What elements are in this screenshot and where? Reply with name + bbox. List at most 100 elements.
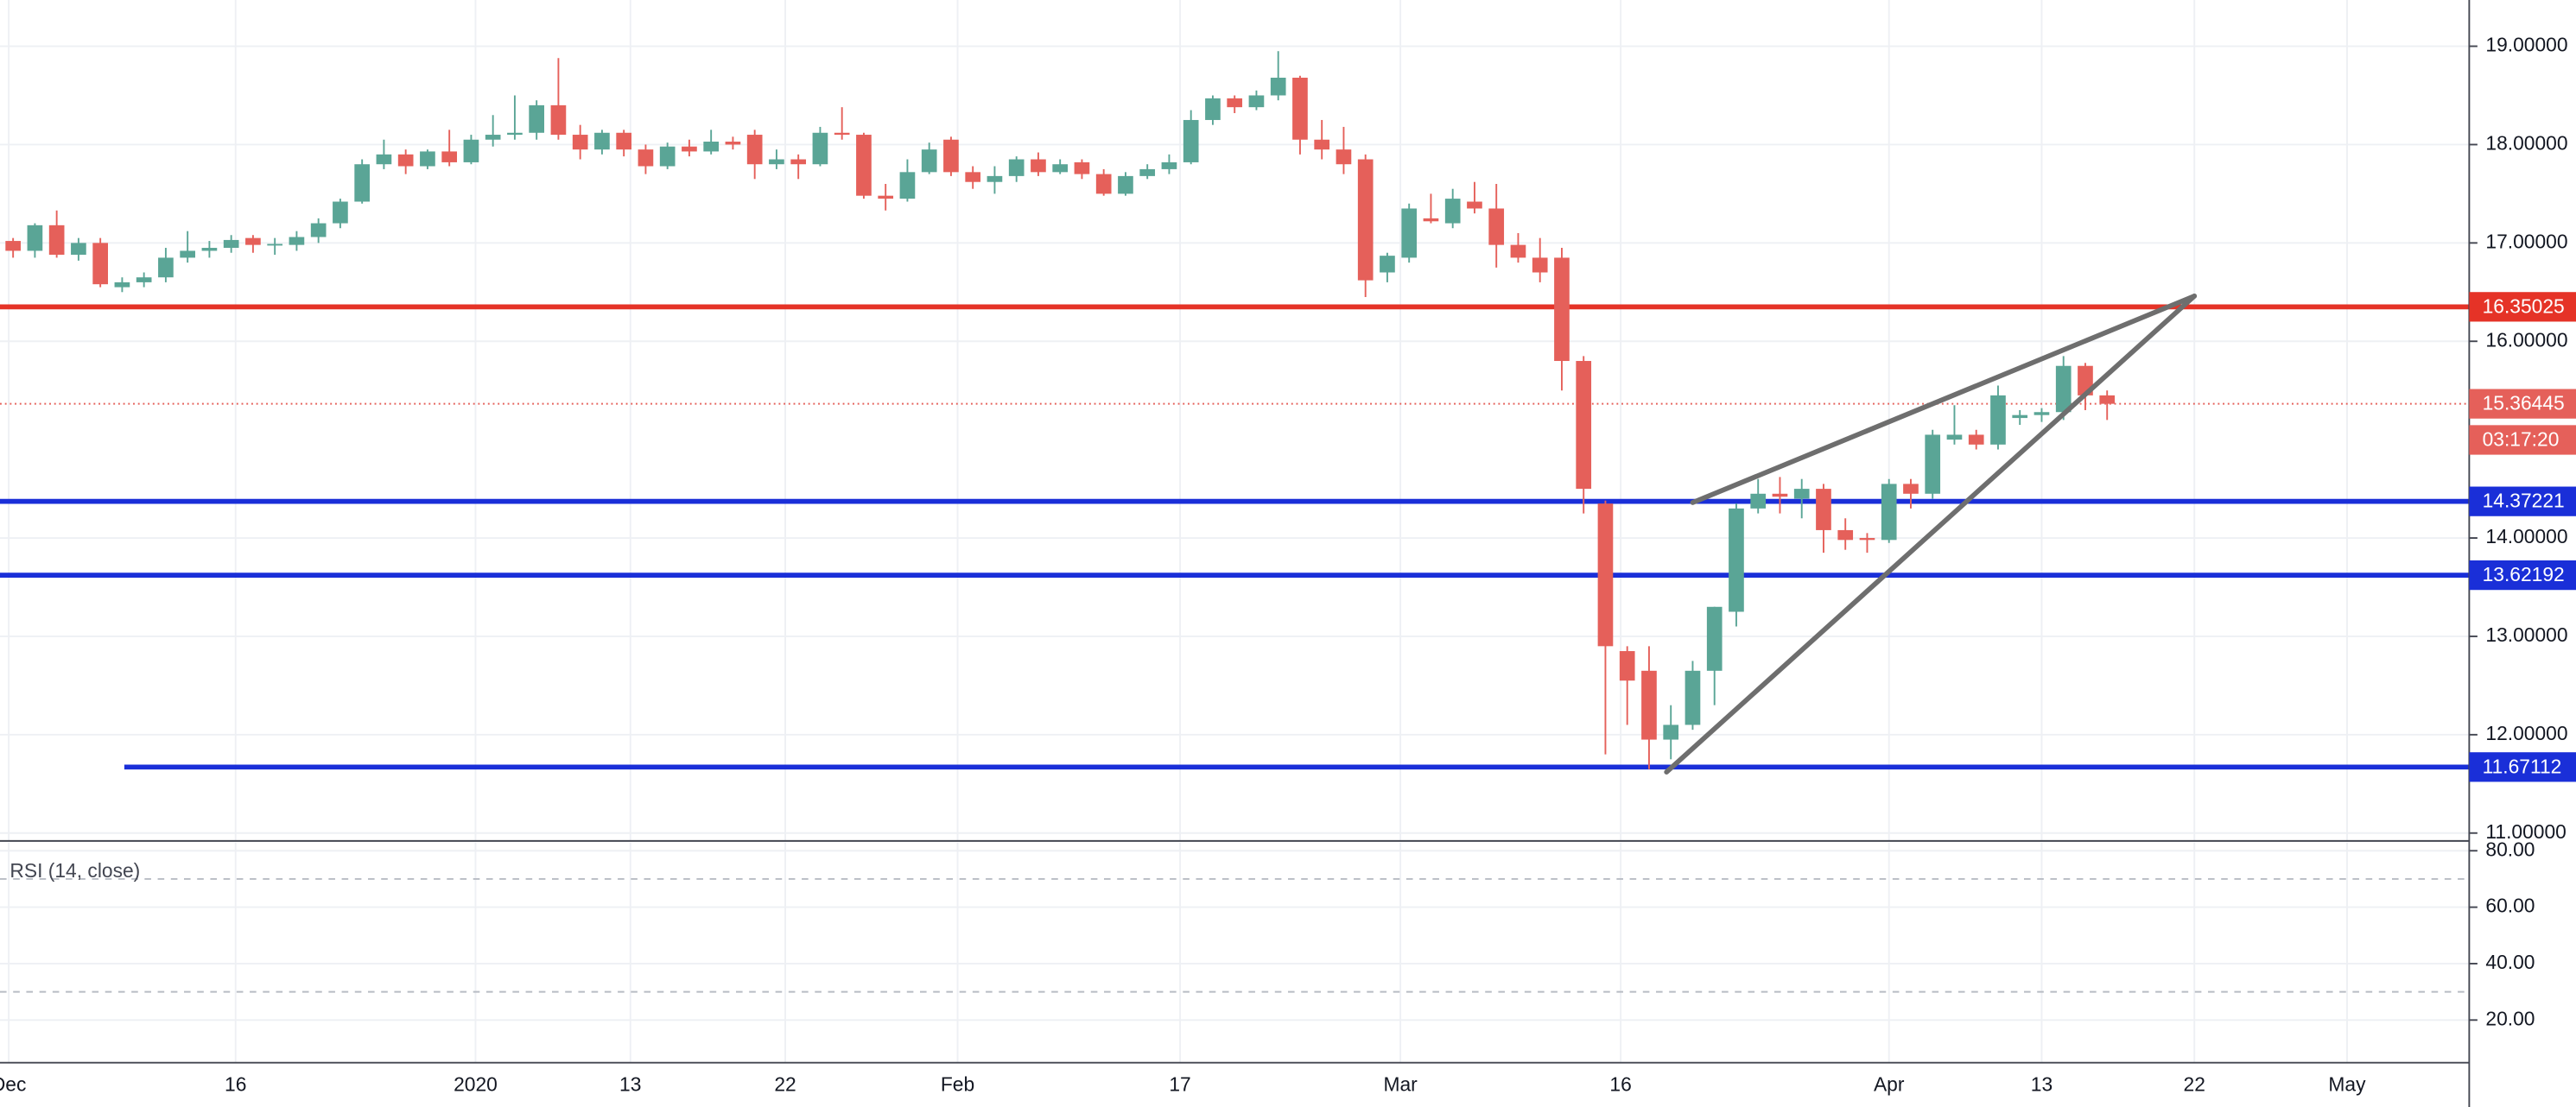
candle-body [1423,218,1439,222]
candle-body [1663,724,1679,740]
level-label-box [2469,486,2576,516]
candle-body [2034,412,2050,415]
candle-body [703,142,720,152]
candle-body [1292,77,1308,140]
candle-body [834,132,850,136]
candle-body [1488,208,1505,245]
candle-body [1772,493,1788,497]
y-tick-label: 17.00000 [2485,230,2567,252]
candle-body [223,239,239,249]
candle-body [769,159,784,165]
candle-body [1052,164,1069,173]
candle-body [267,244,282,246]
candle-body [638,149,654,167]
candle-body [1576,361,1592,490]
candle-body [114,281,130,288]
countdown-label-box [2469,425,2576,455]
candle-body [878,195,894,199]
candle-body [725,142,741,145]
candle-body [5,241,21,251]
candle-body [594,132,610,150]
candle-body [572,135,588,150]
candle-body [27,225,43,251]
candle-body [1925,434,1941,494]
candle-body [310,223,327,237]
y-tick-label: 20.00 [2485,1007,2535,1029]
candle-body [1597,503,1614,647]
candle-body [420,151,435,167]
candle-body [1357,159,1374,281]
price-axis-area [2469,0,2576,1107]
candle-body [921,149,937,173]
x-tick-label: Dec [0,1072,26,1095]
x-tick-label: 16 [225,1072,246,1095]
candle-body [2099,395,2116,404]
y-tick-label: 12.00000 [2485,722,2567,744]
candle-body [1401,208,1418,258]
candle-body [2012,414,2028,419]
y-tick-label: 80.00 [2485,838,2535,860]
level-label: 13.62192 [2483,563,2565,585]
candle-body [790,159,807,165]
last-price-label-box [2469,389,2576,419]
x-tick-label: 22 [774,1072,796,1095]
candle-body [1903,484,1919,494]
candle-body [550,104,567,136]
x-tick-label: Mar [1383,1072,1418,1095]
trendline [1690,293,2198,505]
candle-body [1270,77,1286,96]
candle-body [1946,434,1963,440]
candle-body [1095,174,1112,194]
y-tick-label: 40.00 [2485,951,2535,973]
y-tick-label: 18.00000 [2485,131,2567,154]
x-tick-label: 17 [1169,1072,1190,1095]
candle-body [2055,365,2072,413]
candle-body [245,237,261,245]
candle-body [943,139,959,173]
candle-body [333,201,348,224]
candle-body [485,135,501,140]
candle-body [899,172,916,199]
candle-body [529,104,545,133]
y-tick-label: 60.00 [2485,895,2535,917]
candle-body [1532,257,1548,273]
x-tick-label: 13 [619,1072,641,1095]
candle-body [1554,257,1570,362]
trendline [1664,293,2198,775]
candle-body [376,154,392,165]
rsi-title: RSI (14, close) [10,859,140,882]
candle-body [71,243,86,256]
x-tick-label: 13 [2031,1072,2053,1095]
candle-body [289,237,305,245]
candle-body [1968,434,1984,445]
candle-body [1074,161,1090,174]
candle-body [92,243,108,285]
candle-body [1750,493,1767,509]
candle-body [1816,489,1831,530]
candle-body [1685,670,1701,725]
candle-body [1139,168,1156,176]
level-label: 14.37221 [2483,490,2565,512]
y-tick-label: 11.00000 [2485,820,2566,843]
candle-body [746,135,763,165]
candle-body [136,277,152,282]
candle-body [1248,95,1265,108]
candle-body [682,146,697,152]
candle-body [180,250,195,258]
y-tick-label: 14.00000 [2485,525,2567,547]
level-label: 16.35025 [2483,294,2565,317]
candle-body [1336,149,1352,165]
candle-body [1619,651,1635,681]
candle-body [1008,159,1025,176]
y-tick-label: 13.00000 [2485,623,2567,646]
candle-body [1380,256,1395,273]
candle-body [48,225,65,256]
candle-body [1990,395,2006,445]
candle-body [1706,606,1723,671]
candle-body [1881,484,1897,541]
candle-body [1467,201,1482,209]
x-tick-label: 16 [1609,1072,1631,1095]
candle-body [463,139,479,162]
